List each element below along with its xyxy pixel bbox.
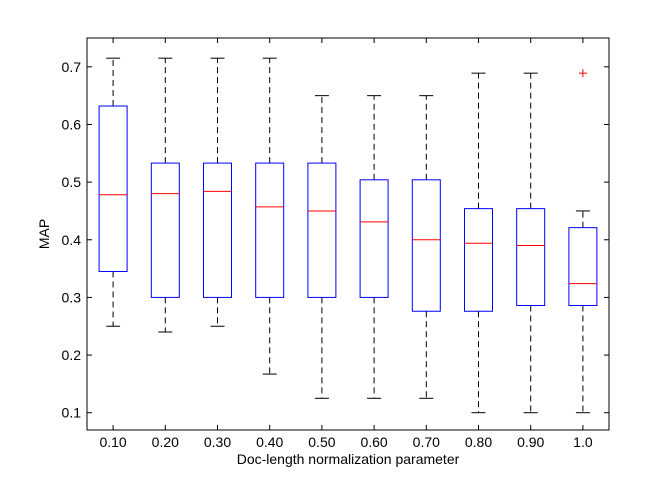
box-group-0.60 bbox=[359, 95, 389, 399]
x-tick-label: 0.70 bbox=[413, 434, 440, 450]
iqr-box bbox=[255, 162, 285, 298]
box-group-0.10 bbox=[98, 57, 128, 327]
iqr-box bbox=[464, 208, 493, 312]
box-group-1.0 bbox=[568, 69, 598, 414]
y-tick-label: 0.3 bbox=[62, 289, 82, 305]
x-axis-label: Doc-length normalization parameter bbox=[237, 451, 460, 467]
plot-layer bbox=[98, 57, 598, 414]
axes-frame bbox=[86, 37, 610, 431]
box-group-0.40 bbox=[255, 57, 285, 375]
y-tick-label: 0.4 bbox=[62, 232, 82, 248]
box-group-0.30 bbox=[203, 57, 232, 327]
iqr-box bbox=[411, 179, 441, 312]
box-group-0.90 bbox=[516, 72, 546, 414]
iqr-box bbox=[307, 162, 337, 298]
y-tick-label: 0.7 bbox=[62, 59, 82, 75]
y-tick-label: 0.1 bbox=[62, 405, 82, 421]
x-tick-label: 0.50 bbox=[308, 434, 335, 450]
x-tick-label: 0.10 bbox=[99, 434, 126, 450]
outlier-marker bbox=[578, 69, 587, 78]
y-axis-label: MAP bbox=[36, 219, 52, 249]
iqr-box bbox=[203, 162, 232, 298]
x-tick-label: 0.30 bbox=[204, 434, 231, 450]
box-group-0.50 bbox=[307, 95, 337, 399]
iqr-box bbox=[98, 105, 128, 272]
x-tick-label: 0.90 bbox=[517, 434, 544, 450]
iqr-box bbox=[359, 179, 389, 298]
y-tick-label: 0.5 bbox=[62, 174, 82, 190]
x-tick-label: 1.0 bbox=[573, 434, 593, 450]
x-tick-label: 0.40 bbox=[256, 434, 283, 450]
iqr-box bbox=[150, 162, 180, 298]
y-tick-label: 0.6 bbox=[62, 116, 82, 132]
iqr-box bbox=[568, 227, 598, 306]
box-group-0.80 bbox=[464, 72, 493, 414]
y-tick-label: 0.2 bbox=[62, 347, 82, 363]
x-tick-label: 0.80 bbox=[465, 434, 492, 450]
iqr-box bbox=[516, 208, 546, 306]
x-tick-label: 0.60 bbox=[360, 434, 387, 450]
x-tick-label: 0.20 bbox=[152, 434, 179, 450]
box-group-0.70 bbox=[411, 95, 441, 399]
box-group-0.20 bbox=[150, 57, 180, 333]
axes-layer: 0.1 0.2 0.3 0.4 0.5 0.6 0.7 0.10 0.20 0.30 0.40 0.5… bbox=[62, 37, 610, 450]
